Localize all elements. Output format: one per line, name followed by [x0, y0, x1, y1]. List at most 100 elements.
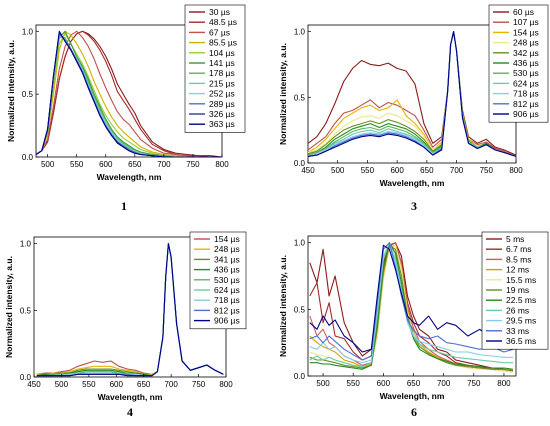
series-line-11 [35, 30, 222, 158]
x-tick-label: 500 [316, 379, 330, 388]
x-tick-label: 700 [450, 166, 464, 175]
x-tick-label: 800 [219, 380, 233, 389]
x-tick-label: 650 [420, 166, 434, 175]
x-tick-label: 600 [99, 160, 113, 169]
x-tick-label: 800 [509, 166, 523, 175]
y-tick-label: 1.0 [20, 240, 32, 249]
x-tick-label: 500 [41, 160, 55, 169]
legend-box [184, 4, 246, 133]
legend-entry: 178 µs [209, 68, 235, 78]
legend-entry: 289 µs [209, 99, 235, 109]
series-line-7 [309, 242, 513, 368]
legend-entry: 215 µs [209, 78, 235, 88]
legend-entry: 812 µs [513, 99, 539, 109]
legend-entry: 67 µs [209, 27, 230, 37]
x-tick-label: 550 [82, 380, 96, 389]
legend-entry: 252 µs [209, 89, 235, 99]
legend-entry: 154 µs [214, 234, 240, 244]
y-tick-label: 1.0 [294, 239, 306, 248]
x-tick-label: 650 [137, 380, 151, 389]
x-axis-label: Wavelength, nm [380, 391, 445, 401]
x-tick-label: 750 [192, 380, 206, 389]
panel-label: 3 [411, 199, 417, 213]
x-tick-label: 800 [215, 160, 229, 169]
chart-panel-6: 500 550 600 650 700 750 800 0.0 0.5 1.0 Wavelength… [278, 231, 549, 419]
x-tick-label: 700 [437, 379, 451, 388]
x-axis-label: Wavelength, nm [380, 178, 445, 188]
x-tick-label: 650 [128, 160, 142, 169]
legend-entry: 530 µs [214, 275, 240, 285]
y-tick-label: 0.0 [294, 159, 306, 168]
legend-entry: 718 µs [214, 295, 240, 305]
legend-entry: 85.5 µs [209, 38, 237, 48]
x-tick-label: 600 [110, 380, 124, 389]
legend-entry: 5 ms [506, 234, 524, 244]
series-line-0 [309, 242, 514, 372]
legend-entry: 36.5 ms [506, 336, 536, 346]
legend-entry: 718 µs [513, 89, 539, 99]
series-line-0 [307, 31, 517, 156]
y-axis-label: Normalized intensity, a.u. [278, 43, 288, 145]
x-tick-label: 650 [407, 379, 421, 388]
y-axis-label: Normalized intensity, a.u. [4, 256, 14, 358]
x-tick-label: 450 [27, 380, 41, 389]
y-tick-label: 0.0 [294, 372, 306, 381]
legend-entry: 812 µs [214, 305, 240, 315]
y-tick-label: 0.5 [294, 93, 306, 102]
x-tick-label: 700 [157, 160, 171, 169]
chart-panel-3: 450 500 550 600 650 700 750 800 0.0 0.5 1.0 Wavelen… [278, 4, 549, 213]
x-tick-label: 500 [331, 166, 345, 175]
legend-entry: 906 µs [513, 109, 539, 119]
x-tick-label: 450 [301, 166, 315, 175]
series-line-2 [35, 30, 222, 158]
legend-entry: 33 ms [506, 326, 529, 336]
legend-entry: 906 µs [214, 316, 240, 326]
x-tick-label: 800 [497, 379, 511, 388]
x-tick-label: 750 [186, 160, 200, 169]
y-tick-label: 0.5 [20, 306, 32, 315]
series-line-5 [309, 244, 514, 372]
legend-entry: 363 µs [209, 119, 235, 129]
series-line-10 [307, 31, 517, 157]
y-tick-label: 1.0 [22, 27, 34, 36]
legend-entry: 248 µs [214, 244, 240, 254]
legend-entry: 104 µs [209, 48, 235, 58]
panel-label: 6 [411, 405, 417, 419]
y-axis-label: Normalized intensity, a.u. [278, 255, 288, 357]
y-axis-label: Normalized intensity, a.u. [6, 40, 16, 142]
x-axis-label: Wavelength, nm [97, 172, 162, 182]
legend-entry: 624 µs [214, 285, 240, 295]
chart-panel-1: 500 550 600 650 700 750 800 0.0 0.5 1.0 Wavelength… [6, 4, 246, 213]
legend-entry: 48.5 µs [209, 17, 237, 27]
x-tick-label: 550 [361, 166, 375, 175]
legend-entry: 141 µs [209, 58, 235, 68]
legend-entry: 12 ms [506, 265, 529, 275]
series-line-7 [307, 31, 517, 157]
legend-entry: 6.7 ms [506, 244, 532, 254]
x-tick-label: 550 [347, 379, 361, 388]
legend-entry: 107 µs [513, 17, 539, 27]
x-tick-label: 500 [55, 380, 69, 389]
legend-entry: 8.5 ms [506, 254, 532, 264]
y-tick-label: 0.5 [294, 305, 306, 314]
x-axis-label: Wavelength, nm [98, 392, 163, 402]
y-tick-label: 1.0 [294, 28, 306, 37]
legend-entry: 19 ms [506, 285, 529, 295]
legend-entry: 29.5 ms [506, 316, 536, 326]
legend-entry: 15.5 ms [506, 275, 536, 285]
legend-entry: 624 µs [513, 78, 539, 88]
y-tick-label: 0.0 [22, 153, 34, 162]
series-line-3 [35, 30, 222, 158]
legend-entry: 60 µs [513, 7, 534, 17]
x-tick-label: 550 [70, 160, 84, 169]
legend-entry: 248 µs [513, 38, 539, 48]
x-tick-label: 700 [164, 380, 178, 389]
legend-entry: 326 µs [209, 109, 235, 119]
legend-entry: 436 µs [214, 265, 240, 275]
series-line-3 [307, 31, 517, 157]
x-tick-label: 750 [467, 379, 481, 388]
legend-entry: 26 ms [506, 305, 529, 315]
x-tick-label: 600 [390, 166, 404, 175]
panel-label: 4 [127, 405, 133, 419]
